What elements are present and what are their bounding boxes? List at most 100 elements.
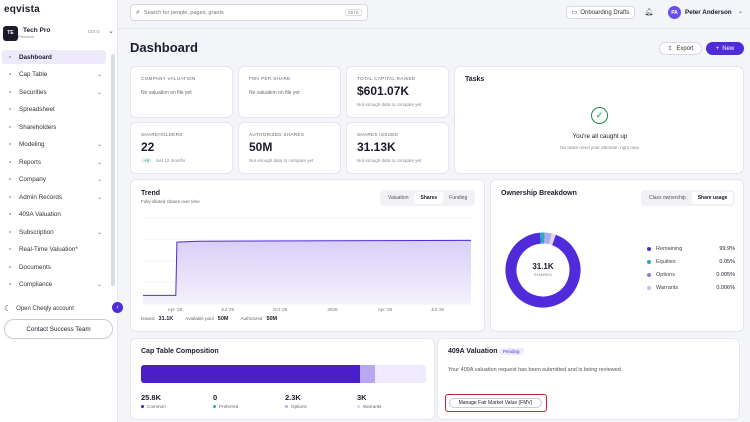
- page-title: Dashboard: [130, 40, 198, 55]
- sidebar-item-label: Company: [19, 176, 46, 183]
- trend-chart: Apr '25 Jul '25 Oct '25 2026 Apr '26 Jul '26: [143, 217, 472, 312]
- org-shortcut: Ctrl O: [88, 29, 100, 34]
- sidebar-item-real-time-valuation[interactable]: ▫ Real-Time Valuation*: [2, 243, 106, 257]
- bar-segment: [374, 365, 426, 383]
- donut-slice[interactable]: [502, 229, 584, 311]
- valuation-409a-text: Your 409A valuation request has been sub…: [448, 367, 623, 373]
- sidebar-item-dashboard[interactable]: ▫ Dashboard: [2, 50, 106, 64]
- sidebar-item-cap-table[interactable]: ▫ Cap Table ⌄: [2, 68, 106, 82]
- card-label: SHAREHOLDERS: [141, 132, 183, 137]
- footer-key: Issued: [141, 316, 155, 321]
- x-tick-label: 2026: [327, 307, 338, 312]
- tab-shares[interactable]: Shares: [414, 192, 444, 204]
- shares-issued-card: SHARES ISSUED 31.13K Not enough data to …: [346, 122, 449, 174]
- status-badge: Pending: [499, 348, 524, 355]
- chevron-down-icon[interactable]: ⌄: [96, 194, 102, 201]
- trend-title: Trend: [141, 190, 161, 197]
- tab-valuation[interactable]: Valuation: [388, 195, 409, 201]
- footer-value: 50M: [266, 316, 278, 322]
- card-value: 22: [141, 140, 155, 154]
- fmv-card: FMV PER SHARE No valuation on file yet: [238, 66, 341, 118]
- bell-icon[interactable]: 🔔︎: [644, 9, 654, 16]
- shareholders-icon: ▫: [8, 123, 12, 131]
- card-note: Not enough data to compare yet: [357, 102, 422, 107]
- sidebar-scrollbar[interactable]: [111, 54, 115, 286]
- chevron-down-icon[interactable]: ⌄: [96, 282, 102, 288]
- cap-stat-label-row: Common: [141, 404, 166, 409]
- chevron-down-icon[interactable]: ⌄: [96, 229, 102, 236]
- manage-fmv-button[interactable]: Manage Fair Market Value (FMV): [449, 397, 542, 408]
- documents-icon: ▫: [8, 263, 12, 271]
- trend-subtitle: Fully-diluted shares over time: [141, 199, 200, 204]
- sidebar-item-company[interactable]: ▫ Company ⌄: [2, 173, 106, 187]
- org-switcher[interactable]: TE Tech Pro Premium Ctrl O ⌄: [3, 23, 115, 43]
- chevron-down-icon[interactable]: ⌄: [96, 72, 102, 78]
- legend-swatch: [647, 273, 651, 277]
- chevron-down-icon[interactable]: ⌄: [96, 159, 102, 166]
- sidebar-item-label: Reports: [19, 158, 42, 166]
- valuation-icon: ▫: [8, 211, 12, 218]
- dashboard-icon: ▫: [8, 53, 12, 61]
- donut-center-value: 31.1K: [532, 262, 554, 271]
- delta-badge: +4: [141, 158, 153, 163]
- tasks-text: No tasks need your attention right now.: [560, 145, 640, 150]
- sidebar-item-label: Real-Time Valuation*: [19, 246, 78, 253]
- sidebar-item-label: Admin Records: [19, 193, 63, 201]
- cap-stat-swatch: [357, 405, 360, 408]
- chevron-down-icon: ⌄: [108, 28, 114, 35]
- legend-value: 99.9%: [719, 246, 735, 252]
- chevron-down-icon[interactable]: ⌄: [96, 142, 102, 148]
- export-button[interactable]: ⇪ Export: [659, 42, 702, 55]
- tab-funding[interactable]: Funding: [449, 195, 468, 201]
- sidebar-item-spreadsheet[interactable]: ▫ Spreadsheet: [2, 103, 106, 117]
- tab-class-ownership[interactable]: Class ownership: [649, 195, 686, 201]
- tasks-heading: You're all caught up: [572, 133, 628, 140]
- sidebar-item-securities[interactable]: ▫ Securities ⌄: [2, 85, 106, 99]
- legend-item: Remaining: [647, 246, 682, 252]
- trend-line: [143, 239, 472, 296]
- sidebar-item-409a-valuation[interactable]: ▫ 409A Valuation: [2, 208, 106, 222]
- sidebar-item-label: Cap Table: [19, 71, 48, 78]
- search-input[interactable]: Search for people, pages, grants: [143, 9, 224, 16]
- app-logo[interactable]: eqvista: [4, 4, 40, 15]
- onboarding-drafts-button[interactable]: ▭ Onboarding Drafts: [566, 6, 635, 19]
- divider: [118, 28, 750, 29]
- tasks-title: Tasks: [465, 76, 485, 83]
- card-value: 50M: [249, 140, 273, 154]
- capital-raised-card: TOTAL CAPITAL RAISED $601.07K Not enough…: [346, 66, 449, 118]
- compliance-icon: ▫: [8, 281, 12, 288]
- chevron-down-icon[interactable]: ⌄: [96, 89, 102, 96]
- collapse-sidebar-button[interactable]: ‹: [112, 302, 123, 313]
- sidebar: eqvista TE Tech Pro Premium Ctrl O ⌄ ▫ Da…: [0, 0, 123, 422]
- sidebar-item-compliance[interactable]: ▫ Compliance ⌄: [2, 278, 106, 292]
- cap-stat-swatch: [141, 405, 144, 408]
- chevron-down-icon[interactable]: ⌄: [96, 177, 102, 183]
- legend-label: Remaining: [656, 246, 683, 252]
- contact-success-team-button[interactable]: Contact Success Team: [4, 319, 113, 339]
- sidebar-item-shareholders[interactable]: ▫ Shareholders: [2, 120, 106, 134]
- tab-share-usage[interactable]: Share usage: [691, 192, 734, 204]
- org-avatar: TE: [3, 25, 18, 41]
- sidebar-item-admin-records[interactable]: ▫ Admin Records ⌄: [2, 190, 106, 204]
- new-button[interactable]: + New: [706, 42, 744, 55]
- chevron-down-icon[interactable]: ⌄: [738, 9, 744, 15]
- sidebar-item-modeling[interactable]: ▫ Modeling ⌄: [2, 138, 106, 152]
- plus-icon: +: [715, 45, 720, 52]
- card-label: FMV PER SHARE: [249, 76, 291, 81]
- card-label: AUTHORIZED SHARES: [249, 132, 305, 137]
- search-bar[interactable]: ⌕ Search for people, pages, grants Ctrl …: [130, 4, 368, 21]
- user-avatar[interactable]: PA: [668, 6, 681, 19]
- sidebar-item-documents[interactable]: ▫ Documents: [2, 260, 106, 274]
- sidebar-item-label: Securities: [19, 88, 47, 96]
- user-name[interactable]: Peter Anderson: [685, 9, 732, 16]
- company-icon: ▫: [8, 176, 12, 183]
- org-name: Tech Pro: [23, 27, 51, 34]
- sidebar-item-reports[interactable]: ▫ Reports ⌄: [2, 155, 106, 169]
- sidebar-item-subscription[interactable]: ▫ Subscription ⌄: [2, 225, 106, 239]
- trend-card: Trend Fully-diluted shares over time Val…: [130, 179, 485, 332]
- tasks-card: Tasks ✓ You're all caught up No tasks ne…: [454, 66, 744, 174]
- open-cheqly-link[interactable]: ☾ Open Cheqly account: [4, 304, 74, 313]
- cap-stat-label: Preferred: [219, 404, 239, 409]
- search-shortcut: Ctrl K: [344, 9, 362, 16]
- x-tick-label: Jul '25: [221, 307, 235, 312]
